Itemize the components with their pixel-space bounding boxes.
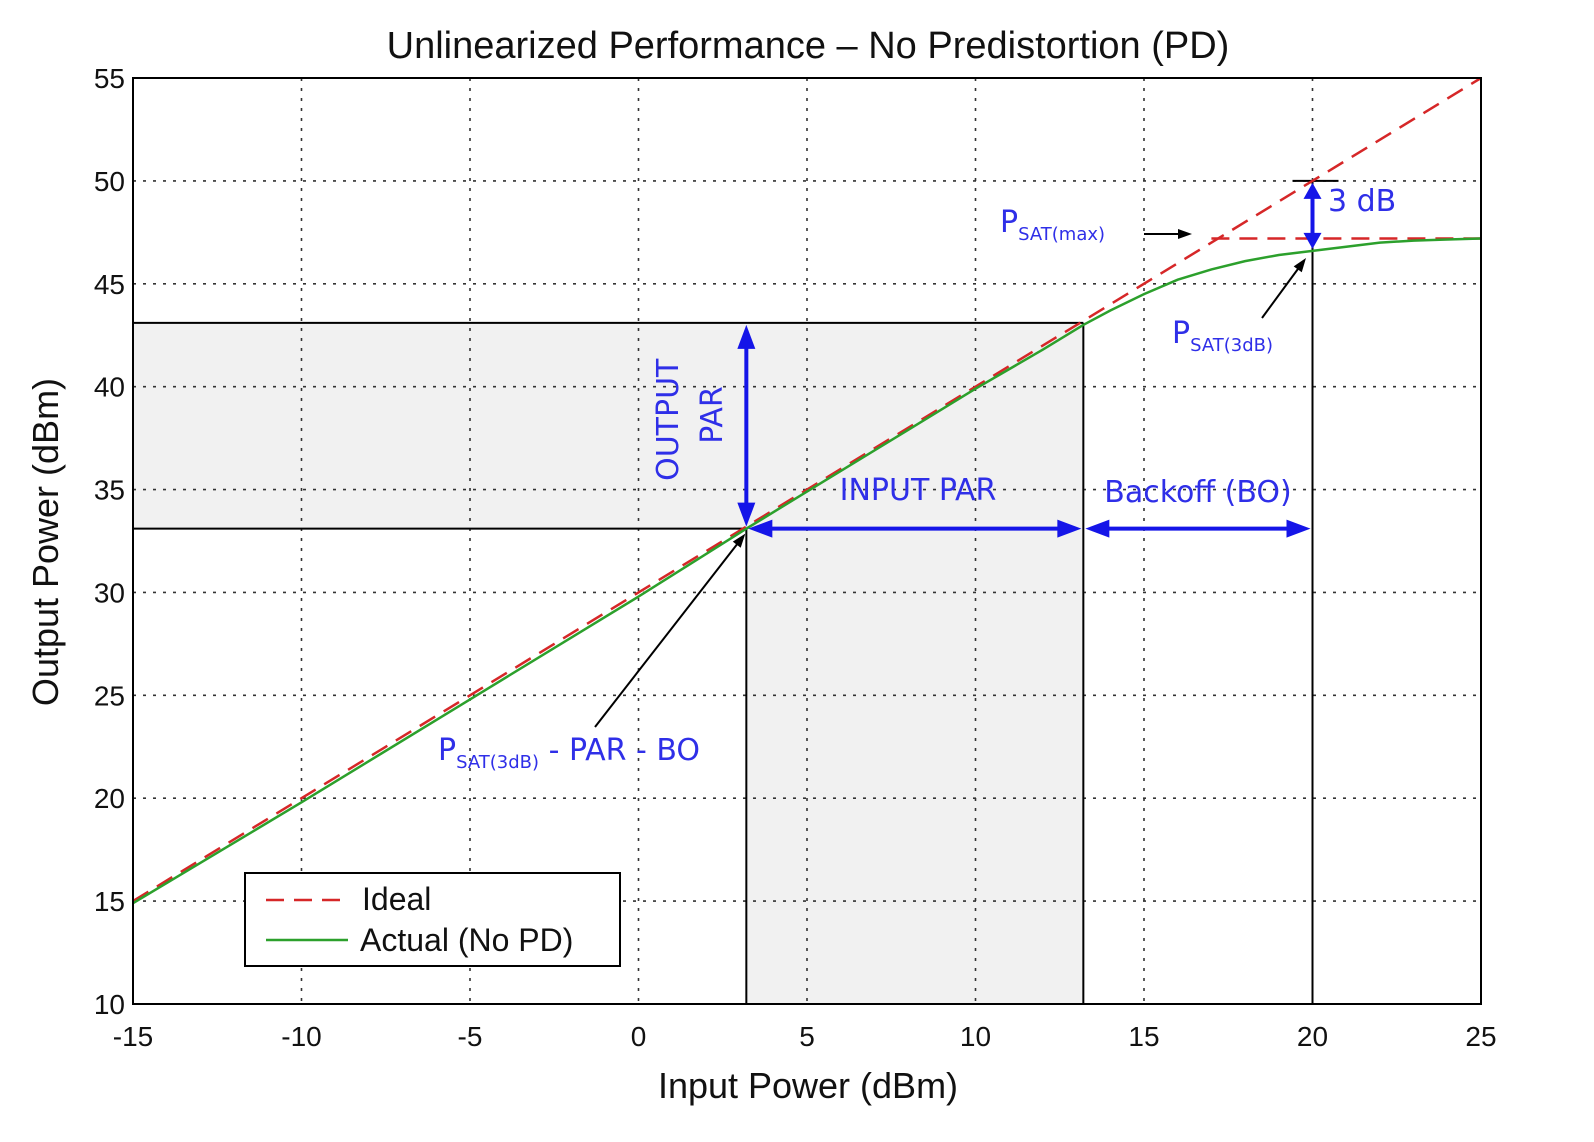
y-tick-label: 50 — [94, 166, 125, 197]
psat-3db-label: PSAT(3dB) — [1172, 316, 1273, 356]
output-par-arrow-head-end — [737, 324, 756, 349]
psat-3db-pointer-head — [1293, 258, 1306, 273]
output-par-arrow-head-start — [737, 502, 756, 527]
y-tick-label: 35 — [94, 475, 125, 506]
psat-max-sub: SAT(max) — [1018, 224, 1105, 245]
three-db-arrow-head-end — [1303, 232, 1322, 249]
input-par-region — [746, 528, 1084, 1004]
series-lines — [132, 76, 1482, 905]
backoff-arrow-head-start — [1085, 519, 1110, 538]
x-tick-label: 25 — [1465, 1021, 1496, 1052]
y-tick-label: 30 — [94, 577, 125, 608]
x-tick-label: -15 — [113, 1021, 153, 1052]
input-par-arrow-head-end — [1057, 519, 1082, 538]
operating-point-pointer-shaft — [594, 539, 741, 728]
tick-labels: -15 -10 -5 0 5 10 15 20 25 10 15 20 25 30 35 40 45 50 55 — [94, 63, 1497, 1052]
input-par-arrow-head-start — [748, 519, 773, 538]
operating-main: P — [438, 733, 456, 768]
actual-series-line — [132, 237, 1482, 905]
par-shading — [133, 322, 1084, 1004]
legend-actual-label: Actual (No PD) — [360, 922, 573, 958]
x-tick-label: 15 — [1128, 1021, 1159, 1052]
psat-3db-sub: SAT(3dB) — [1190, 335, 1273, 356]
psat-3db-main: P — [1172, 316, 1190, 351]
backoff-arrow-head-end — [1286, 519, 1311, 538]
legend-ideal-label: Ideal — [362, 881, 431, 917]
y-tick-label: 20 — [94, 783, 125, 814]
x-tick-label: 5 — [799, 1021, 815, 1052]
psat-max-label: PSAT(max) — [1000, 205, 1105, 245]
three-db-label: 3 dB — [1328, 184, 1396, 219]
annotation-arrows — [594, 182, 1322, 728]
ideal-series-line — [132, 76, 1482, 903]
y-tick-label: 15 — [94, 886, 125, 917]
operating-point-pointer-head — [732, 533, 746, 548]
reference-lines — [133, 179, 1481, 1004]
operating-rest: - PAR - BO — [539, 733, 700, 768]
x-tick-label: 0 — [631, 1021, 647, 1052]
input-par-label: INPUT PAR — [840, 473, 997, 508]
legend: Ideal Actual (No PD) — [244, 872, 621, 967]
operating-point-label: PSAT(3dB) - PAR - BO — [438, 733, 700, 773]
three-db-arrow-head-start — [1303, 182, 1322, 199]
psat-max-main: P — [1000, 205, 1018, 240]
legend-box — [244, 872, 621, 967]
x-tick-label: -10 — [281, 1021, 321, 1052]
x-tick-label: -5 — [458, 1021, 483, 1052]
y-tick-label: 40 — [94, 372, 125, 403]
psat-max-pointer-head — [1178, 229, 1192, 239]
output-par-line1: OUTPUT — [651, 358, 686, 481]
output-par-line2: PAR — [695, 386, 730, 444]
backoff-label: Backoff (BO) — [1104, 475, 1291, 510]
y-tick-label: 25 — [94, 680, 125, 711]
plot-frame — [132, 77, 1482, 1005]
psat-3db-pointer-shaft — [1261, 264, 1302, 319]
x-axis-label: Input Power (dBm) — [658, 1065, 958, 1106]
chart-title: Unlinearized Performance – No Predistort… — [387, 25, 1230, 67]
x-tick-label: 10 — [960, 1021, 991, 1052]
operating-sub: SAT(3dB) — [456, 752, 539, 773]
x-tick-label: 20 — [1297, 1021, 1328, 1052]
output-par-label: OUTPUT PAR — [651, 349, 730, 481]
output-par-region — [133, 322, 1084, 529]
y-tick-label: 45 — [94, 269, 125, 300]
y-tick-label: 10 — [94, 989, 125, 1020]
y-tick-label: 55 — [94, 63, 125, 94]
y-axis-label: Output Power (dBm) — [25, 378, 66, 706]
